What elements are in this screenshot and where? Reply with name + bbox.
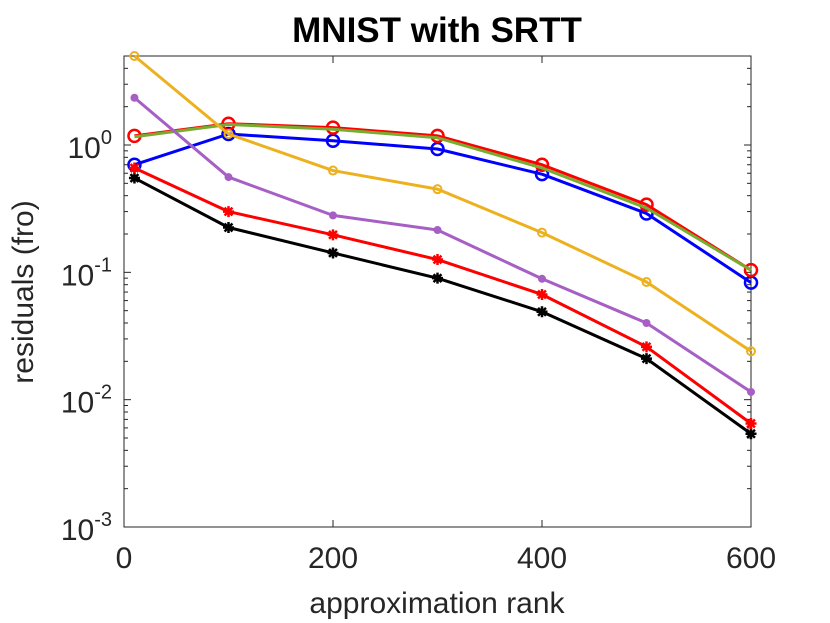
data-point — [224, 173, 233, 182]
data-point — [128, 172, 140, 184]
data-point — [641, 276, 652, 287]
data-point — [746, 346, 756, 357]
data-point — [128, 162, 140, 174]
data-point — [328, 165, 338, 176]
data-point — [327, 247, 339, 259]
data-point — [745, 417, 757, 429]
data-point — [745, 428, 757, 440]
y-tick-label: 10-1 — [61, 254, 112, 292]
data-point — [329, 211, 337, 220]
series-6 — [128, 172, 757, 440]
data-point — [642, 319, 651, 328]
chart-title: MNIST with SRTT — [292, 11, 582, 50]
x-axis-label: approximation rank — [309, 587, 565, 620]
x-tick-label: 0 — [116, 542, 133, 575]
data-point — [537, 227, 547, 238]
data-point — [327, 229, 339, 241]
data-point — [432, 254, 443, 266]
series-4 — [129, 51, 756, 357]
y-tick-label: 10-3 — [61, 509, 112, 547]
data-point — [223, 129, 234, 140]
ticks-layer — [123, 55, 752, 528]
data-point — [641, 341, 652, 353]
plot-area — [123, 51, 759, 528]
y-tick-label: 100 — [68, 127, 113, 165]
data-point — [432, 272, 443, 284]
data-point — [433, 226, 442, 235]
data-point — [432, 184, 443, 195]
data-point — [536, 306, 548, 318]
data-point — [129, 51, 140, 61]
x-tick-label: 400 — [517, 542, 567, 575]
series-3 — [134, 122, 752, 272]
series-5 — [130, 93, 755, 396]
series-line — [134, 122, 752, 272]
data-point — [536, 288, 548, 300]
x-tick-label: 200 — [308, 542, 358, 575]
data-point — [221, 126, 236, 142]
data-point — [223, 221, 234, 233]
series-line — [133, 54, 752, 353]
y-axis-label: residuals (fro) — [7, 200, 40, 383]
x-tick-label: 600 — [726, 542, 776, 575]
data-point — [743, 262, 759, 278]
data-point — [641, 353, 652, 365]
data-point — [223, 206, 234, 218]
series-layer — [127, 51, 759, 440]
data-point — [538, 274, 546, 283]
data-point — [747, 387, 755, 396]
series-7 — [128, 162, 757, 429]
data-point — [130, 93, 139, 102]
tick-labels: 0 200 400 600 10-3 10-2 10-1 100 — [61, 127, 776, 575]
y-tick-label: 10-2 — [61, 382, 112, 420]
